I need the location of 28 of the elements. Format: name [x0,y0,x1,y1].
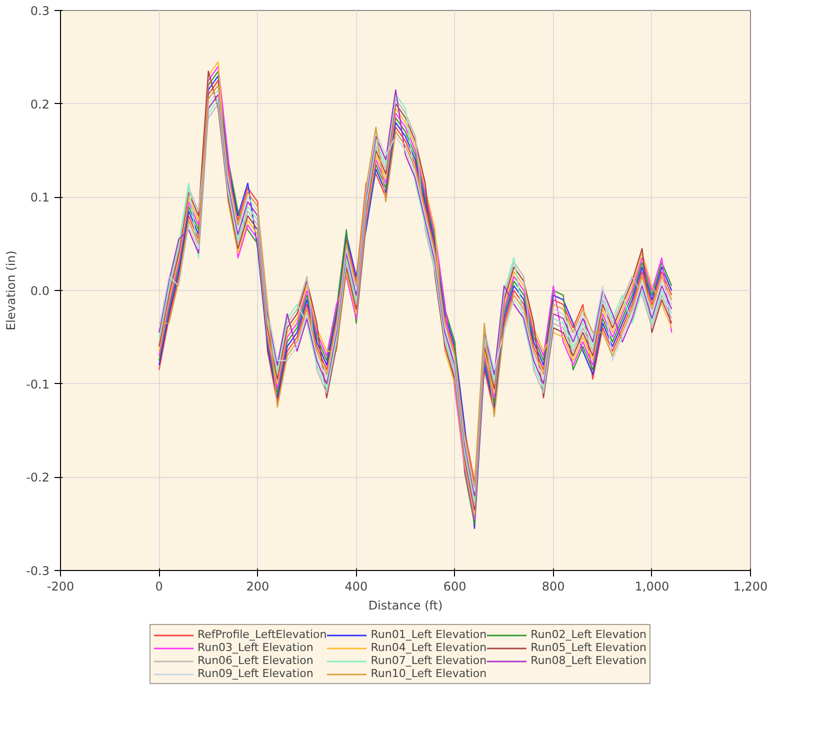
y-tick-label: 0.2 [30,97,50,112]
x-tick-label: -200 [46,580,74,594]
y-tick-label: 0.3 [30,4,50,18]
y-tick-label: 0.0 [30,284,50,298]
legend-label: Run09_Left Elevation [197,667,314,680]
legend-label: Run10_Left Elevation [370,667,487,680]
x-axis-title: Distance (ft) [368,598,443,612]
x-tick-label: 1,000 [634,580,670,594]
legend-label: RefProfile_LeftElevation [197,628,327,641]
legend-label: Run01_Left Elevation [370,628,487,641]
y-tick-label: -0.2 [26,470,50,485]
y-tick-label: -0.1 [26,377,50,392]
y-axis-title: Elevation (in) [4,250,18,330]
y-tick-label: -0.3 [26,564,50,578]
legend-label: Run07_Left Elevation [370,654,487,667]
x-tick-label: 400 [344,580,368,594]
legend-label: Run04_Left Elevation [370,641,487,654]
legend-label: Run02_Left Elevation [530,628,647,641]
y-tick-label: 0.1 [30,190,50,205]
x-tick-label: 1,200 [733,580,768,594]
legend-label: Run06_Left Elevation [197,654,314,667]
legend-label: Run08_Left Elevation [530,654,647,667]
legend-label: Run03_Left Elevation [197,641,314,654]
x-tick-label: 600 [443,580,466,594]
x-tick-label: 0 [155,580,163,594]
x-tick-label: 200 [246,580,270,594]
legend-label: Run05_Left Elevation [530,641,647,654]
x-tick-label: 800 [542,580,565,594]
